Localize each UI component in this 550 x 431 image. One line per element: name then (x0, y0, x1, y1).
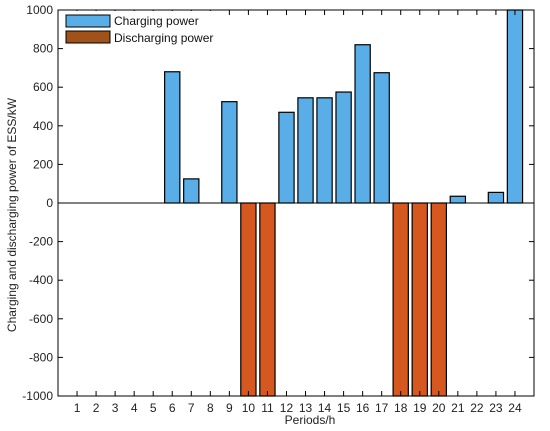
y-tick-label: 0 (46, 196, 53, 210)
x-tick-label: 14 (318, 401, 332, 415)
charging-bar-21 (449, 195, 467, 204)
y-tick-label: -600 (29, 312, 53, 326)
discharging-bar-10 (240, 202, 257, 397)
discharging-bar-18 (392, 202, 409, 397)
legend-label-discharging: Discharging power (114, 31, 213, 45)
x-tick-label: 15 (337, 401, 351, 415)
axes-frame (57, 9, 535, 397)
x-tick-label: 5 (150, 401, 157, 415)
legend: Charging power Discharging power (62, 11, 222, 47)
y-axis-ticks: -1000 -800 -600 -400 -200 0 200 400 600 800 1000 (22, 3, 534, 403)
x-tick-label: 17 (375, 401, 389, 415)
x-tick-label: 23 (489, 401, 503, 415)
y-tick-label: -800 (29, 350, 53, 364)
x-tick-label: 2 (93, 401, 100, 415)
x-tick-label: 18 (394, 401, 408, 415)
charging-bar-9 (221, 101, 238, 204)
x-tick-label: 1 (74, 401, 81, 415)
y-tick-label: 600 (33, 80, 53, 94)
x-tick-label: 19 (413, 401, 427, 415)
legend-label-charging: Charging power (114, 14, 199, 28)
x-tick-label: 4 (131, 401, 138, 415)
y-tick-label: 800 (33, 42, 53, 56)
x-tick-label: 6 (169, 401, 176, 415)
x-tick-label: 13 (299, 401, 313, 415)
x-tick-label: 9 (226, 401, 233, 415)
discharging-bar-20 (430, 202, 448, 397)
charging-bar-23 (487, 191, 505, 204)
y-tick-label: -400 (29, 273, 53, 287)
y-tick-label: 1000 (26, 3, 53, 17)
charging-bar-24 (506, 9, 524, 204)
x-tick-label: 10 (242, 401, 256, 415)
x-tick-label: 16 (356, 401, 370, 415)
legend-swatch-charging (65, 14, 111, 28)
x-tick-label: 3 (112, 401, 119, 415)
x-tick-label: 12 (280, 401, 294, 415)
y-tick-label: 200 (33, 157, 53, 171)
x-tick-label: 22 (470, 401, 484, 415)
discharging-bar-11 (259, 202, 276, 397)
legend-swatch-discharging (65, 30, 111, 44)
y-tick-label: -1000 (22, 389, 53, 403)
x-axis-ticks: 1 2 3 4 5 6 7 8 9 10 11 12 13 14 15 16 17 18 19 20 21 22 23 24 (74, 10, 522, 415)
y-tick-label: -200 (29, 235, 53, 249)
charging-bar-17 (373, 72, 390, 204)
charging-bar-7 (183, 178, 200, 204)
x-tick-label: 21 (451, 401, 465, 415)
x-tick-label: 20 (432, 401, 446, 415)
charging-bar-15 (335, 91, 352, 204)
charging-bar-6 (164, 71, 181, 204)
charging-bar-14 (316, 97, 333, 204)
y-axis-label: Charging and discharging power of ESS/kW (5, 97, 19, 332)
x-tick-label: 7 (188, 401, 195, 415)
charging-bar-13 (297, 97, 314, 204)
discharging-bar-19 (411, 202, 428, 397)
charging-bar-16 (354, 44, 371, 204)
charging-bar-12 (278, 111, 295, 204)
x-tick-label: 8 (207, 401, 214, 415)
x-tick-label: 11 (261, 401, 274, 415)
x-axis-label: Periods/h (285, 413, 336, 427)
bars-group (164, 9, 524, 397)
y-tick-label: 400 (33, 119, 53, 133)
x-tick-label: 24 (508, 401, 522, 415)
